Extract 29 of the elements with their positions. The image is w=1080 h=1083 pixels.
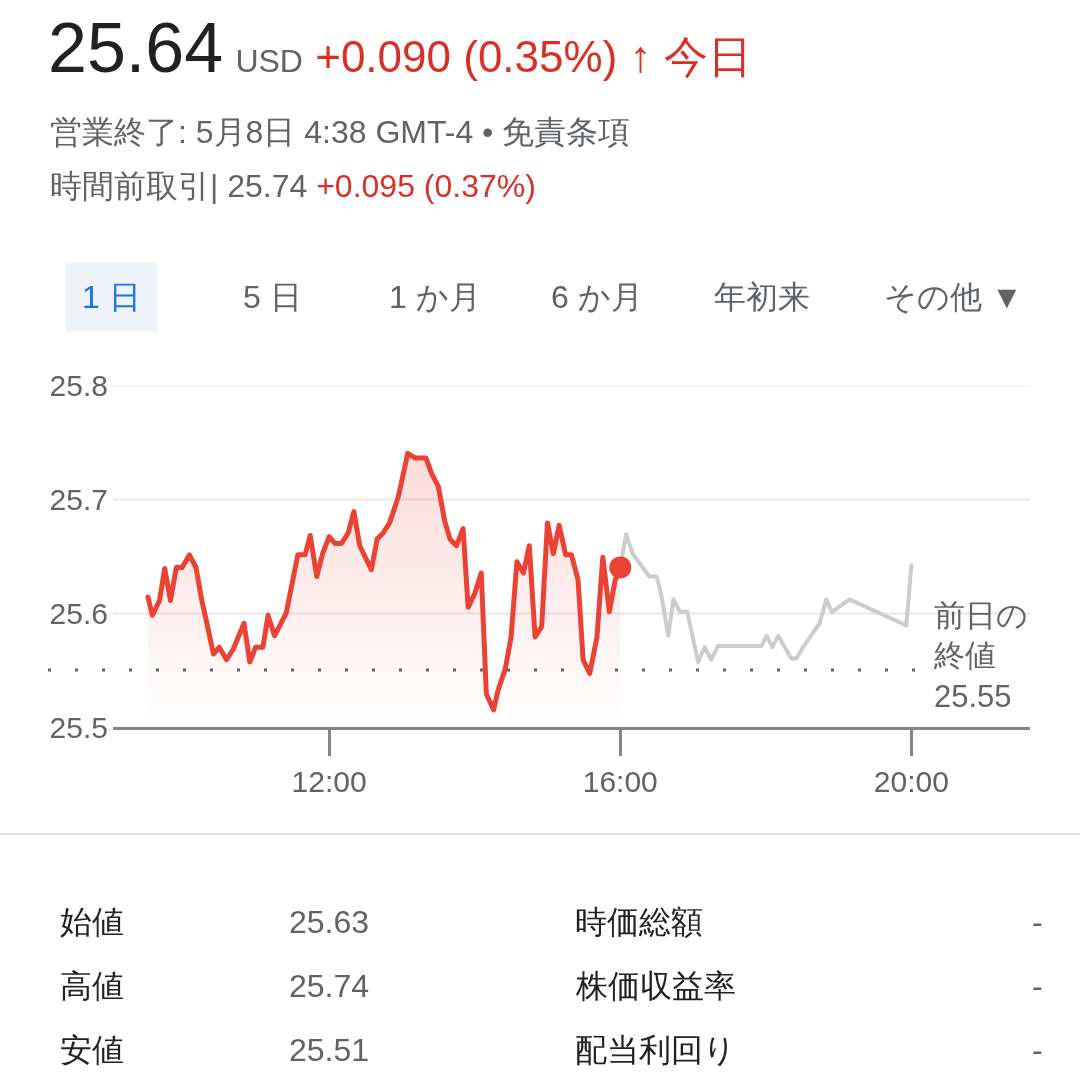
text: 株価収益率	[575, 968, 736, 1004]
text: 5 日	[243, 279, 302, 315]
y-tick-label: 25.6	[49, 596, 108, 630]
text: 25.51	[289, 1032, 370, 1068]
y-tick-label: 25.8	[49, 368, 108, 402]
text: 1 か月	[389, 279, 481, 315]
text: 時価総額	[575, 904, 703, 940]
text: 1 日	[82, 279, 141, 315]
text: その他 ▼	[884, 279, 1023, 315]
text: -	[1032, 1032, 1043, 1068]
text: 25.74	[289, 968, 370, 1004]
text: 高値	[60, 968, 124, 1004]
text: 始値	[60, 904, 124, 940]
text: 年初来	[714, 279, 810, 315]
x-tick-label: 12:00	[291, 764, 367, 798]
text: 時間前取引| 25.74 +0.095 (0.37%)	[50, 168, 536, 204]
y-tick-label: 25.5	[49, 710, 108, 744]
chart-title: 25.64 USD +0.090 (0.35%) ↑ 今日	[48, 9, 752, 88]
ref-line-label: 前日の終値 25.55	[933, 598, 1028, 714]
x-tick-label: 20:00	[873, 764, 949, 798]
text: -	[1032, 904, 1043, 940]
text: 配当利回り	[575, 1032, 736, 1068]
text: 安値	[60, 1032, 124, 1068]
text: 6 か月	[551, 279, 643, 315]
chart-subtitle: 営業終了: 5月8日 4:38 GMT-4 • 免責条項	[50, 114, 631, 150]
text: 25.63	[289, 904, 370, 940]
y-tick-label: 25.7	[49, 482, 108, 516]
text: -	[1032, 968, 1043, 1004]
x-tick-label: 16:00	[582, 764, 658, 798]
